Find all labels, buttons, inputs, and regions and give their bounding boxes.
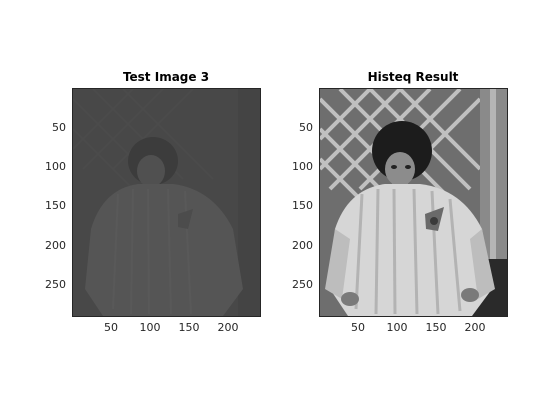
y-tick-label: 250: [45, 278, 66, 291]
panel-title: Test Image 3: [122, 70, 210, 84]
y-tick-label: 200: [292, 239, 313, 252]
y-tick-label: 150: [292, 199, 313, 212]
y-tick-label: 100: [45, 160, 66, 173]
y-tick-label: 100: [292, 160, 313, 173]
x-tick-label: 200: [464, 321, 486, 334]
x-tick-label: 100: [386, 321, 408, 334]
y-tick-label: 250: [292, 278, 313, 291]
image-axes-original[interactable]: [72, 88, 261, 317]
panel-title: Histeq Result: [367, 70, 459, 84]
image-axes-histeq[interactable]: [319, 88, 508, 317]
y-tick-label: 50: [299, 121, 313, 134]
y-tick-label: 50: [52, 121, 66, 134]
x-tick-label: 50: [351, 321, 365, 334]
x-tick-label: 200: [217, 321, 239, 334]
x-tick-label: 50: [104, 321, 118, 334]
x-tick-label: 100: [139, 321, 161, 334]
x-tick-label: 150: [425, 321, 447, 334]
y-tick-label: 150: [45, 199, 66, 212]
x-tick-label: 150: [178, 321, 200, 334]
equalized-photo: [320, 89, 507, 316]
dim-photo: [73, 89, 260, 316]
y-tick-label: 200: [45, 239, 66, 252]
